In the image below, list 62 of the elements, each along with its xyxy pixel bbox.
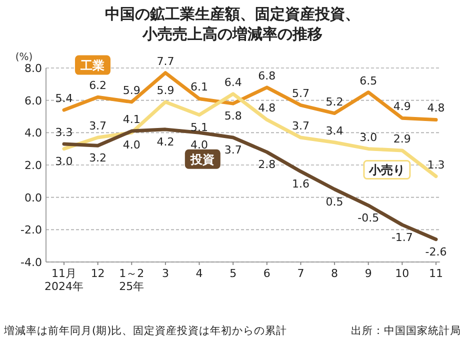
x-tick-label: 12 xyxy=(90,267,105,280)
data-label: -2.6 xyxy=(425,245,447,258)
data-label: 1.6 xyxy=(292,177,310,190)
series-label: 小売り xyxy=(368,163,405,178)
data-label: 5.7 xyxy=(292,87,310,100)
data-label: 3.0 xyxy=(360,130,378,144)
data-label: 3.7 xyxy=(89,120,107,133)
data-label: 1.3 xyxy=(427,158,445,172)
text: 工業 xyxy=(80,58,105,73)
data-label: 6.2 xyxy=(89,79,107,92)
data-label: 3.2 xyxy=(89,152,107,165)
data-label: 0.5 xyxy=(326,195,344,208)
data-label: 4.8 xyxy=(427,102,445,115)
data-label: 4.1 xyxy=(122,113,140,126)
x-tick-label: 3 xyxy=(162,267,169,280)
data-label: 4.0 xyxy=(122,138,140,152)
x-tick-label: 5 xyxy=(230,267,237,280)
data-label: 7.7 xyxy=(156,54,174,68)
data-label: 4.9 xyxy=(393,100,411,114)
x-tick-label: 10 xyxy=(395,267,410,280)
text: 増減率は前年同月(期)比、固定資産投資は年初からの累計 xyxy=(3,324,288,337)
x-tick-label: 7 xyxy=(297,267,304,280)
y-tick-label: 8.0 xyxy=(24,62,42,75)
y-tick-label: 6.0 xyxy=(24,94,42,108)
x-tick-label: 6 xyxy=(263,267,270,280)
data-label: 5.9 xyxy=(156,84,174,97)
data-label: 6.5 xyxy=(360,74,378,88)
data-label: -1.7 xyxy=(391,230,413,244)
y-axis-title: (%) xyxy=(15,52,33,63)
data-label: 6.1 xyxy=(190,80,208,94)
data-label: 5.8 xyxy=(224,110,242,123)
y-tick-label: -2.0 xyxy=(20,224,42,237)
data-label: 2.9 xyxy=(393,132,411,146)
data-label: 6.8 xyxy=(258,69,276,82)
y-tick-label: 2.0 xyxy=(24,159,42,172)
x-tick-label: 4 xyxy=(196,267,203,280)
x-tick-label: 8 xyxy=(331,267,338,280)
data-label: 3.4 xyxy=(326,124,344,138)
data-label: 2.8 xyxy=(258,158,276,172)
text: 出所：中国国家統計局 xyxy=(351,324,461,337)
data-label: -0.5 xyxy=(358,211,380,224)
data-label: 3.3 xyxy=(55,126,73,139)
data-label: 3.7 xyxy=(292,120,310,133)
y-tick-label: 0.0 xyxy=(24,191,42,204)
chart-title: 中国の鉱工業生産額、固定資産投資、小売売上高の増減率の推移 xyxy=(105,5,360,43)
series-label: 投資 xyxy=(190,152,215,167)
data-label: 4.0 xyxy=(190,138,208,152)
y-tick-label: -4.0 xyxy=(20,256,42,269)
x-tick-label: 9 xyxy=(364,267,372,280)
data-label: 5.1 xyxy=(190,120,208,134)
data-label: 4.2 xyxy=(156,135,174,148)
data-label: 5.2 xyxy=(326,95,344,108)
data-label: 5.9 xyxy=(122,84,140,97)
x-tick-label: 11月 2024年 xyxy=(44,267,84,293)
data-label: 4.8 xyxy=(258,102,276,115)
data-label: 3.0 xyxy=(55,154,73,168)
y-tick-label: 4.0 xyxy=(24,126,42,140)
data-label: 3.7 xyxy=(224,144,242,157)
x-tick-label: 1～2 25年 xyxy=(119,267,144,293)
data-label: 5.4 xyxy=(55,92,73,106)
data-label: 6.4 xyxy=(224,76,242,89)
x-tick-label: 11 xyxy=(429,267,443,280)
